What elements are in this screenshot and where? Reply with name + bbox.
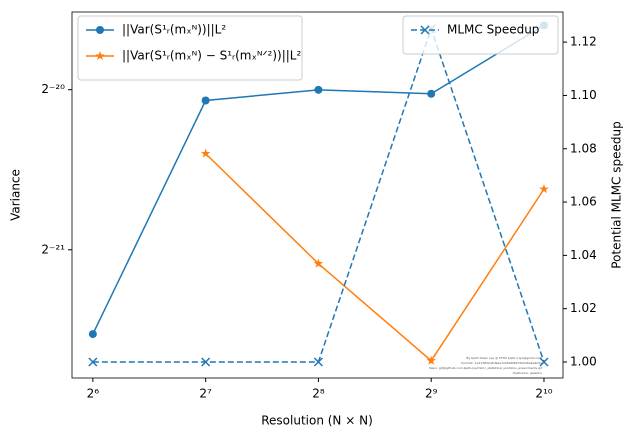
point <box>539 184 549 194</box>
y2-tick-label: 1.12 <box>570 35 597 49</box>
legend-label: ||Var(S¹ᵣ(mₓᴺ) − S¹ᵣ(mₓᴺᐟ²))||L² <box>122 49 301 63</box>
point <box>313 258 324 268</box>
y2-tick-label: 1.06 <box>570 195 597 209</box>
y2-tick-label: 1.02 <box>570 301 597 315</box>
y-tick-label: 2⁻²¹ <box>41 242 65 256</box>
y2-tick-label: 1.08 <box>570 141 597 155</box>
point <box>88 330 97 339</box>
point <box>314 85 323 94</box>
x-tick-label: 2⁶ <box>87 387 100 401</box>
x-axis-label: Resolution (N × N) <box>261 414 373 428</box>
legend-box <box>77 15 303 81</box>
legend-marker <box>96 26 104 34</box>
point <box>88 357 98 367</box>
point <box>313 357 323 367</box>
watermark: Repo: git@github.com:kjetil-lye/mlmc_sta… <box>429 366 542 370</box>
point <box>426 355 436 365</box>
plot-frame <box>71 11 564 379</box>
x-tick-label: 2¹⁰ <box>535 387 552 401</box>
x-tick-label: 2⁸ <box>312 387 325 401</box>
point <box>201 96 210 105</box>
legend-marker <box>420 25 430 35</box>
legend-label: ||Var(S¹ᵣ(mₓᴺ))||L² <box>122 23 226 37</box>
point <box>201 357 211 367</box>
x-tick-label: 2⁹ <box>425 387 438 401</box>
watermark: By Kjetil Olsen Lye @ 0TH2 kjetil.o.lye@… <box>466 356 542 360</box>
point <box>200 148 211 158</box>
x-tick-label: 2⁷ <box>199 387 212 401</box>
point <box>427 89 436 98</box>
watermark: Commit: 11413842d4d9ee7226b6f467db0d6e6e… <box>461 361 542 365</box>
series-line <box>205 153 545 362</box>
y2-axis-label: Potential MLMC speedup <box>610 121 624 268</box>
y2-tick-label: 1.04 <box>570 248 597 262</box>
point <box>539 357 549 367</box>
legend-box <box>402 15 559 55</box>
watermark: Hostname: galerkin <box>513 371 543 375</box>
y-axis-label: Variance <box>9 169 23 221</box>
legend-label: MLMC Speedup <box>447 23 539 37</box>
y2-tick-label: 1.00 <box>570 355 597 369</box>
y-tick-label: 2⁻²⁰ <box>41 82 65 96</box>
legend-marker <box>95 51 105 61</box>
y2-tick-label: 1.10 <box>570 88 597 102</box>
